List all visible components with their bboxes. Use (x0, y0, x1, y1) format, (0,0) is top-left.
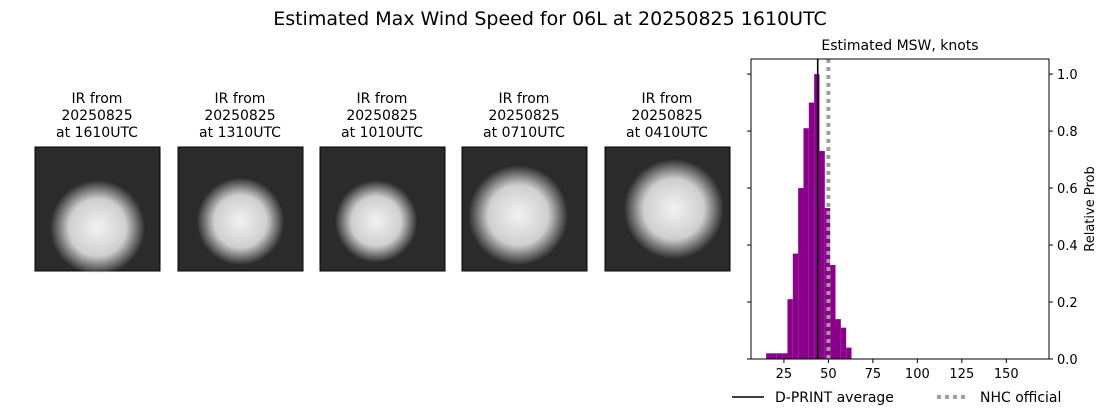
bar (819, 151, 825, 359)
y-tick-label: 0.8 (1057, 125, 1078, 140)
bar (840, 327, 847, 359)
panel-title: IR from (72, 91, 123, 107)
legend-label: NHC official (980, 390, 1061, 406)
y-tick-label: 0.0 (1057, 353, 1078, 368)
panel-title: at 1310UTC (199, 125, 281, 141)
x-tick-label: 100 (905, 367, 930, 382)
panel-title: IR from (499, 91, 550, 107)
x-tick-label: 25 (776, 367, 793, 382)
bar (787, 299, 793, 359)
bar (830, 264, 836, 359)
plot-frame (750, 58, 1050, 360)
ir-cloud (50, 180, 145, 276)
bar (835, 319, 841, 359)
panel-title: IR from (215, 91, 266, 107)
bar (803, 128, 809, 359)
bar (846, 347, 852, 359)
bar (798, 188, 804, 359)
panel-title: at 0710UTC (483, 125, 565, 141)
y-tick-label: 0.2 (1057, 296, 1078, 311)
panel-title: 20250825 (204, 108, 275, 124)
y-tick-label: 1.0 (1057, 68, 1078, 83)
bar (792, 253, 799, 359)
ir-cloud (196, 177, 285, 266)
x-tick-label: 75 (865, 367, 882, 382)
ir-cloud (623, 159, 724, 259)
ir-cloud (468, 165, 569, 266)
panel-title: IR from (357, 91, 408, 107)
panel-title: at 1610UTC (56, 125, 138, 141)
bar (766, 353, 772, 359)
bar (771, 353, 777, 359)
panel-title: at 0410UTC (626, 125, 708, 141)
x-tick-label: 50 (820, 367, 837, 382)
bar (782, 353, 788, 359)
panel-title: 20250825 (488, 108, 559, 124)
chart-title: Estimated MSW, knots (821, 38, 978, 54)
x-tick-label: 150 (994, 367, 1019, 382)
panel-title: 20250825 (346, 108, 417, 124)
bar (808, 102, 815, 359)
y-tick-label: 0.6 (1057, 182, 1078, 197)
x-tick-label: 125 (949, 367, 974, 382)
panel-title: 20250825 (631, 108, 702, 124)
panel-title: IR from (642, 91, 693, 107)
ir-cloud (335, 180, 418, 263)
panel-title: at 1010UTC (341, 125, 423, 141)
bar (776, 353, 783, 359)
figure-title: Estimated Max Wind Speed for 06L at 2025… (273, 8, 827, 30)
y-axis-label: Relative Prob (1083, 166, 1098, 251)
legend-label: D-PRINT average (775, 390, 894, 406)
y-tick-label: 0.4 (1057, 239, 1078, 254)
bar (814, 74, 820, 359)
panel-title: 20250825 (61, 108, 132, 124)
